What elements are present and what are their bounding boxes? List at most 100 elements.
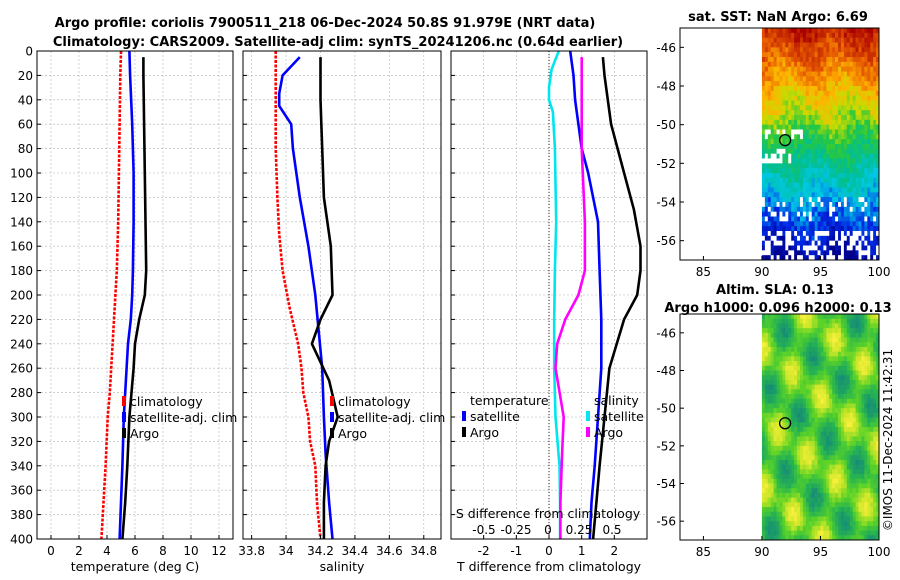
map-cell-1484 (849, 521, 854, 527)
map-cell-907 (814, 516, 818, 522)
map-cell-583 (797, 346, 801, 353)
map-cell-1111 (829, 346, 833, 353)
map-cell-1735 (867, 346, 871, 353)
map-cell-715 (802, 235, 807, 242)
map-cell-52 (764, 332, 769, 338)
map-cell-812 (808, 521, 813, 527)
map-cell-390 (785, 57, 789, 63)
map-cell-1177 (832, 148, 836, 155)
map-cell-356 (782, 408, 786, 414)
map-cell-1453 (849, 90, 854, 97)
map-cell-274 (776, 474, 780, 480)
map-cell-401 (785, 110, 789, 116)
map-cell-431 (785, 255, 789, 260)
map-cell-94 (764, 250, 769, 256)
map-cell-990 (820, 455, 824, 461)
map-cell-1025 (823, 394, 827, 400)
map-cell-354 (782, 398, 786, 404)
map-cell-833 (811, 110, 816, 116)
map-cell-874 (814, 361, 818, 367)
salinity-panel: 33.8 34 34.2 34.4 34.6 34.8 (238, 50, 442, 558)
map-cell-919 (817, 61, 821, 68)
map-cell-1484 (849, 240, 854, 246)
map-cell-1724 (864, 240, 868, 246)
map-cell-1769 (867, 507, 871, 513)
map-cell-1419 (846, 158, 851, 164)
map-cell-1521 (852, 469, 856, 475)
map-cell-620 (797, 240, 801, 246)
map-cell-911 (814, 535, 818, 540)
map-cell-118 (767, 134, 772, 140)
map-cell-396 (785, 370, 789, 376)
map-cell-1277 (838, 450, 842, 456)
map-cell-1906 (876, 192, 879, 198)
y-tick-label-2: 40 (18, 93, 33, 107)
map-cell-1281 (838, 469, 842, 475)
map-cell-1057 (826, 318, 830, 324)
map-cell-539 (794, 365, 798, 371)
map-cell-1022 (823, 95, 827, 101)
map-cell-282 (776, 511, 780, 517)
map-cell-968 (820, 66, 824, 72)
map-cell-434 (788, 37, 792, 43)
map-cell-825 (811, 356, 816, 362)
map-cell-1863 (873, 216, 877, 222)
map-cell-539 (794, 81, 798, 87)
map-cell-711 (802, 497, 807, 503)
map-cell-1257 (838, 356, 842, 362)
map-cell-316 (779, 445, 783, 451)
map-cell-1786 (870, 361, 874, 367)
map-cell-1391 (843, 255, 848, 260)
map-cell-720 (805, 28, 810, 34)
map-cell-967 (820, 346, 824, 353)
map-cell-745 (805, 431, 810, 437)
map-cell-378 (782, 511, 786, 517)
map-cell-1121 (829, 394, 833, 400)
map-cell-393 (785, 356, 789, 362)
map-cell-895 (814, 177, 818, 184)
map-cell-289 (779, 32, 783, 39)
map-cell-1500 (852, 370, 856, 376)
map-cell-999 (820, 497, 824, 503)
map-cell-1032 (823, 144, 827, 150)
map-cell-971 (820, 81, 824, 87)
map-cell-399 (785, 100, 789, 106)
map-cell-1637 (861, 337, 865, 343)
map-cell-1452 (849, 370, 854, 376)
map-cell-136 (767, 221, 772, 227)
map-cell-488 (791, 351, 795, 357)
map-cell-1249 (838, 318, 842, 324)
map-cell-1496 (852, 351, 856, 357)
map-cell-137 (767, 226, 772, 232)
map-cell-1880 (876, 351, 879, 357)
map-cell-1503 (852, 384, 856, 390)
map-y-tick-label-3: -52 (656, 157, 676, 171)
map-cell-908 (814, 240, 818, 246)
title-line-2: Climatology: CARS2009. Satellite-adj cli… (53, 35, 623, 50)
map-cell-1191 (832, 497, 836, 503)
map-cell-1075 (826, 119, 830, 126)
map-cell-1092 (826, 483, 830, 489)
map-cell-554 (794, 153, 798, 159)
series-line-satellite-adj-clim (118, 51, 135, 539)
map-cell-1153 (832, 32, 836, 39)
map-cell-1747 (867, 403, 871, 409)
map-cell-1509 (852, 412, 856, 418)
map-cell-829 (811, 375, 816, 381)
map-cell-567 (794, 216, 798, 222)
map-cell-27 (761, 441, 766, 447)
map-cell-249 (776, 356, 780, 362)
map-cell-377 (782, 226, 786, 232)
map-cell-1117 (829, 90, 833, 97)
map-cell-1329 (840, 469, 845, 475)
map-cell-1552 (855, 389, 859, 395)
map-cell-290 (779, 323, 783, 329)
map-cell-166 (770, 417, 775, 423)
map-cell-132 (767, 202, 772, 208)
map-cell-969 (820, 356, 824, 362)
map-cell-504 (791, 427, 795, 433)
map-cell-857 (811, 507, 816, 513)
map-cell-1380 (843, 483, 848, 489)
map-cell-403 (785, 403, 789, 409)
map-cell-1880 (876, 66, 879, 72)
